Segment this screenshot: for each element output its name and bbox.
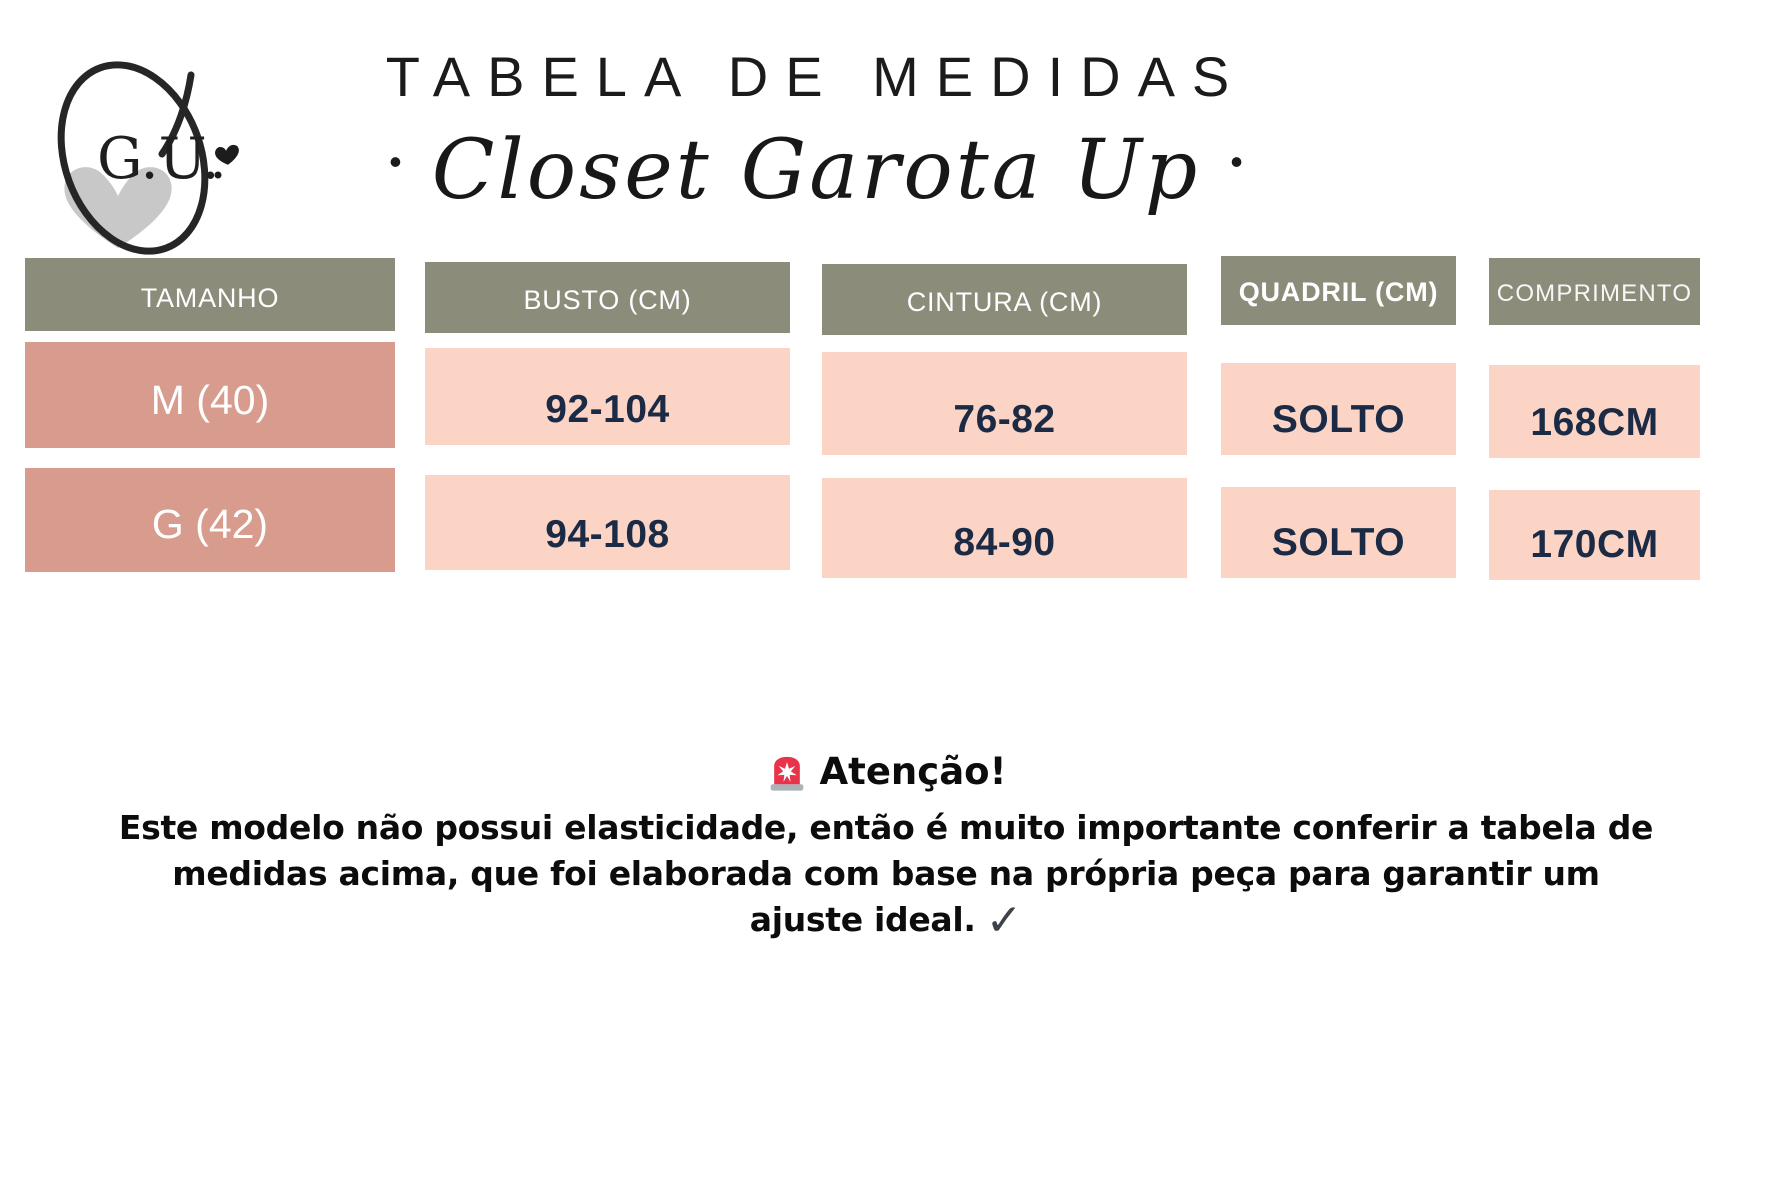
logo-gray-heart-shape — [64, 167, 172, 248]
row-m-quadril-cell: SOLTO — [1221, 363, 1456, 455]
subtitle-right-bullet: • — [1230, 141, 1243, 182]
check-mark-icon: ✓ — [985, 895, 1023, 946]
notice-heading-row: Atenção! — [16, 750, 1756, 793]
subtitle-left-bullet: • — [389, 141, 402, 182]
notice-heading-text: Atenção! — [819, 750, 1007, 793]
row-m-comprimento-cell: 168CM — [1489, 365, 1700, 458]
subtitle-row: • Closet Garota Up • — [0, 123, 1632, 218]
row-g-busto-cell: 94-108 — [425, 475, 790, 570]
logo-oval-stroke — [57, 61, 209, 255]
row-m-busto-cell: 92-104 — [425, 348, 790, 445]
page-title: TABELA DE MEDIDAS — [385, 45, 1247, 108]
brand-subtitle: Closet Garota Up — [431, 123, 1201, 218]
column-header-busto: BUSTO (CM) — [425, 262, 790, 333]
masthead: TABELA DE MEDIDAS • Closet Garota Up • — [0, 44, 1632, 218]
logo-small-heart-icon — [215, 144, 239, 165]
logo-dot — [214, 171, 222, 179]
row-g-quadril-cell: SOLTO — [1221, 487, 1456, 578]
column-header-cintura: CINTURA (CM) — [822, 264, 1187, 335]
row-m-size-cell: M (40) — [25, 342, 395, 448]
attention-notice: Atenção! Este modelo não possui elastici… — [16, 750, 1756, 944]
row-g-cintura-cell: 84-90 — [822, 478, 1187, 578]
column-header-comprimento: COMPRIMENTO — [1489, 258, 1700, 325]
logo-tail-stroke — [158, 71, 195, 158]
column-header-quadril: QUADRIL (CM) — [1221, 256, 1456, 325]
column-header-tamanho: TAMANHO — [25, 258, 395, 331]
notice-line-2: medidas acima, que foi elaborada com bas… — [172, 854, 1600, 893]
notice-line-3: ajuste ideal. ✓ — [749, 895, 1023, 946]
logo-initials: G.U. — [97, 126, 220, 192]
row-g-size-cell: G (42) — [25, 468, 395, 572]
brand-logo: G.U. — [57, 61, 239, 255]
rotating-light-icon — [770, 756, 803, 791]
notice-line-1: Este modelo não possui elasticidade, ent… — [118, 808, 1654, 847]
row-m-cintura-cell: 76-82 — [822, 352, 1187, 455]
notice-body: Este modelo não possui elasticidade, ent… — [16, 805, 1756, 944]
row-g-comprimento-cell: 170CM — [1489, 490, 1700, 580]
